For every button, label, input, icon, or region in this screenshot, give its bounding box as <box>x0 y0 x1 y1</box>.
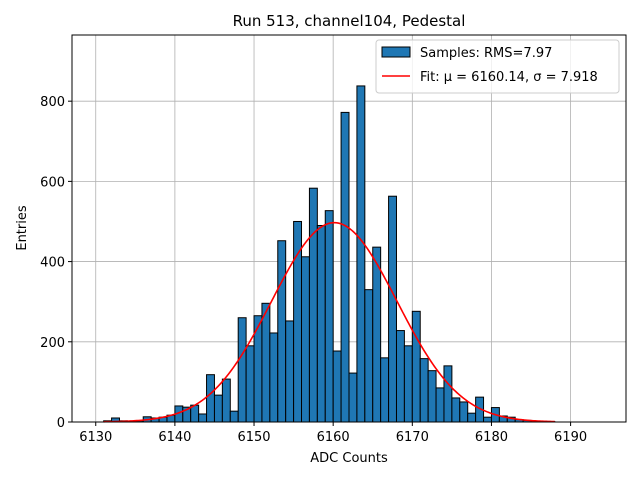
histogram-bar <box>459 401 469 423</box>
histogram-bar <box>269 332 279 423</box>
legend-label-samples: Samples: RMS=7.97 <box>420 46 552 61</box>
y-axis-label: Entries <box>15 205 30 251</box>
y-tick-label: 800 <box>40 95 65 110</box>
histogram-bar <box>324 210 334 423</box>
x-tick-label: 6130 <box>79 430 112 445</box>
histogram-bar <box>443 365 453 423</box>
plot-frame <box>71 34 627 423</box>
histogram-bar <box>206 374 215 423</box>
histogram-bar <box>356 85 366 423</box>
x-tick-label: 6140 <box>158 430 191 445</box>
x-tick-label: 6160 <box>317 430 350 445</box>
chart-title: Run 513, channel104, Pedestal <box>233 12 466 30</box>
histogram-bar <box>411 310 421 423</box>
x-axis-ticks: 6130 6140 6150 6160 6170 6180 6190 <box>79 422 587 445</box>
y-tick-label: 600 <box>40 175 65 190</box>
histogram-bar <box>403 345 413 423</box>
histogram-bar <box>213 394 223 423</box>
x-tick-label: 6150 <box>237 430 270 445</box>
histogram-bar <box>340 111 350 423</box>
y-tick-label: 0 <box>57 416 65 431</box>
histogram-bar <box>348 372 358 423</box>
histogram-bar <box>198 413 208 423</box>
legend-box <box>375 39 620 94</box>
legend: Samples: RMS=7.97 Fit: μ = 6160.14, σ = … <box>375 39 620 94</box>
histogram-bar <box>332 350 342 423</box>
x-tick-label: 6180 <box>475 430 508 445</box>
legend-label-fit: Fit: μ = 6160.14, σ = 7.918 <box>420 70 598 85</box>
histogram-bar <box>277 240 287 423</box>
histogram-bar <box>301 256 310 423</box>
gaussian-fit-curve <box>103 221 555 423</box>
histogram-bar <box>261 302 271 423</box>
y-axis-ticks: 0 200 400 600 800 <box>40 95 72 431</box>
legend-swatch-samples <box>381 46 411 58</box>
histogram-bar <box>285 320 295 423</box>
histogram-bar <box>388 195 397 423</box>
histogram-bar <box>308 187 318 423</box>
histogram-bar <box>435 387 445 423</box>
histogram-bar <box>237 317 247 423</box>
y-tick-label: 200 <box>40 336 65 351</box>
histogram-bar <box>419 358 429 423</box>
histogram-bar <box>380 357 390 423</box>
histogram-bar <box>364 289 374 423</box>
histogram-bar <box>221 378 231 423</box>
x-tick-label: 6190 <box>554 430 587 445</box>
histogram-bar <box>229 410 239 423</box>
histogram-bars <box>103 85 556 423</box>
histogram-bar <box>467 412 477 423</box>
x-tick-label: 6170 <box>396 430 429 445</box>
x-axis-label: ADC Counts <box>310 451 388 466</box>
histogram-bar <box>372 246 382 423</box>
histogram-bar <box>245 345 255 423</box>
histogram-bar <box>316 224 326 423</box>
y-tick-label: 400 <box>40 256 65 271</box>
histogram-bar <box>451 397 461 423</box>
histogram-bar <box>427 370 437 423</box>
histogram-bar <box>483 416 492 423</box>
histogram-bar <box>293 220 303 423</box>
histogram-bar <box>395 330 405 423</box>
